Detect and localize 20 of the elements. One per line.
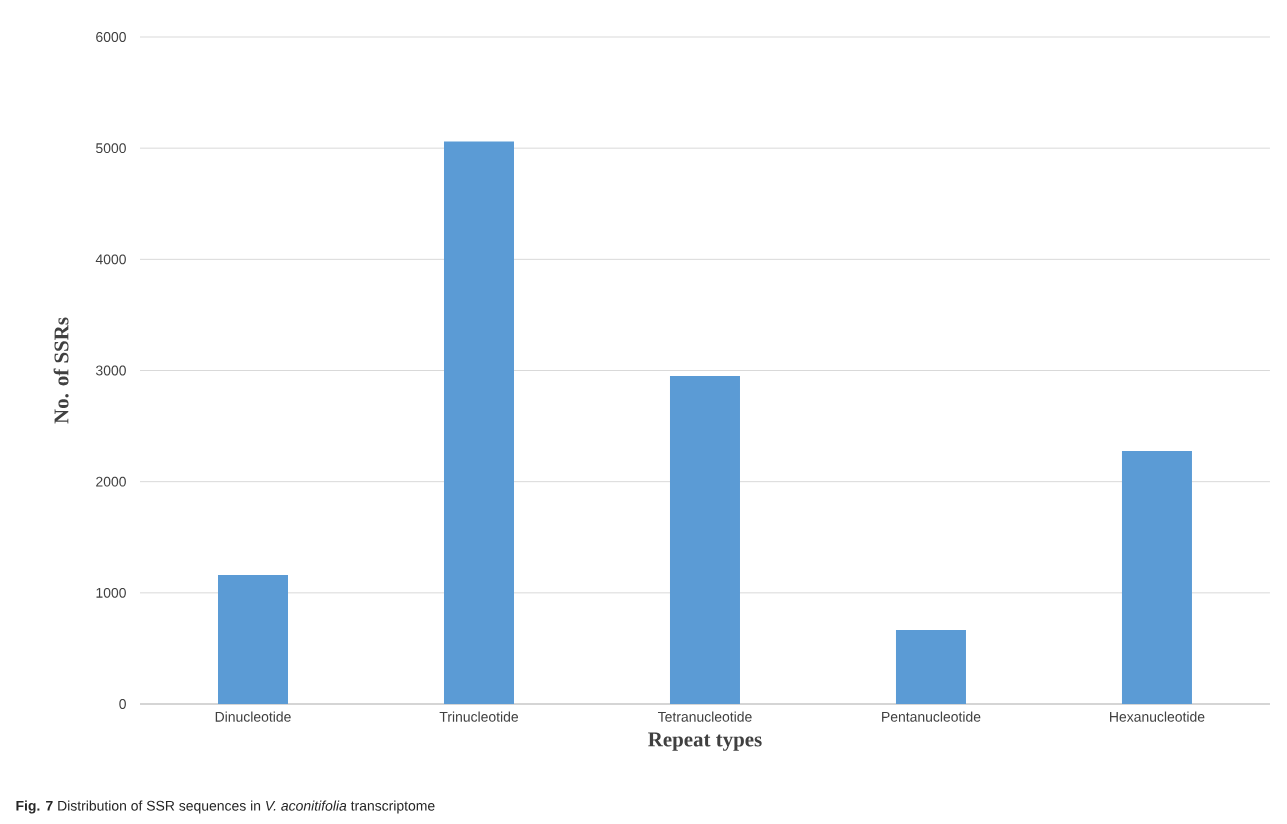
y-tick-label: 1000 — [96, 587, 126, 598]
y-tick-label: 6000 — [96, 32, 126, 42]
text: Fig. 7 Distribution of SSR sequences in V. aconitifolia transcriptome — [16, 800, 435, 814]
x-tick-label: Dinucleotide — [215, 711, 291, 722]
x-tick-label: Hexanucleotide — [1110, 711, 1205, 722]
x-axis-title: Repeat types — [648, 732, 762, 751]
x-tick-label: Trinucleotide — [439, 711, 519, 722]
bar — [895, 630, 966, 704]
y-tick-label: 2000 — [96, 476, 126, 487]
y-axis-title: No. of SSRs — [53, 317, 69, 424]
y-tick-label: 5000 — [96, 143, 126, 154]
bar — [218, 575, 288, 704]
y-tick-label: 3000 — [95, 365, 126, 376]
bar — [1121, 451, 1192, 704]
y-tick-label: 0 — [119, 699, 126, 709]
y-tick-label: 4000 — [95, 254, 126, 265]
x-tick-label: Tetranucleotide — [658, 711, 752, 722]
x-tick-label: Pentanucleotide — [882, 711, 981, 722]
bar — [669, 376, 740, 704]
bar — [443, 141, 514, 704]
